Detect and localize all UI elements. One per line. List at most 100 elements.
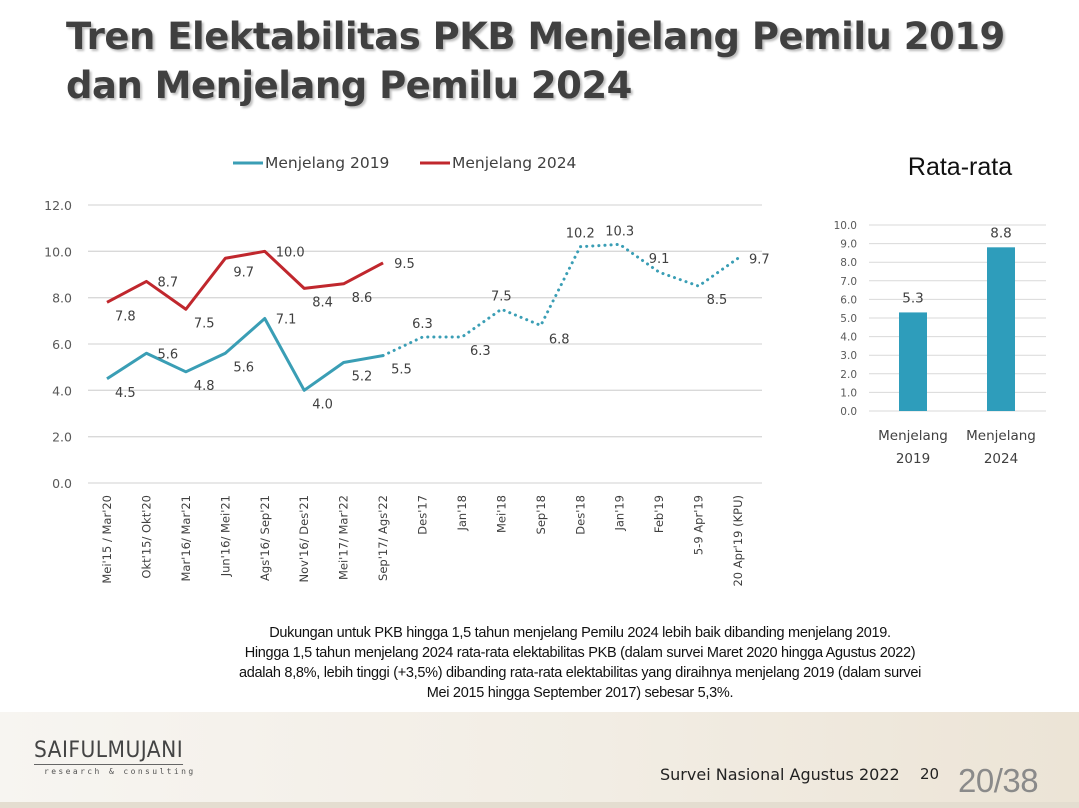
x-tick-label: 20 Apr'19 (KPU) xyxy=(731,495,745,587)
x-tick-label: Sep'17/ Ags'22 xyxy=(376,495,390,581)
page-counter: 20/38 xyxy=(958,762,1039,799)
series-2019-data-label: 5.2 xyxy=(352,370,373,385)
x-tick-label: 5-9 Apr'19 xyxy=(692,495,706,555)
slide-title-line-2: dan Menjelang Pemilu 2024 xyxy=(66,64,632,107)
bar-y-tick-label: 8.0 xyxy=(840,257,857,269)
series-2019-data-label: 7.5 xyxy=(491,289,512,304)
series-2019-data-label: 9.1 xyxy=(649,252,670,267)
bars xyxy=(899,247,1015,411)
bar-x-tick-label: Menjelang xyxy=(878,428,948,444)
y-tick-label: 8.0 xyxy=(52,291,72,306)
x-tick-label: Jun'16/ Mei'21 xyxy=(218,495,232,577)
series-2019-data-label: 7.1 xyxy=(276,313,297,328)
bar-data-label: 8.8 xyxy=(990,225,1011,241)
y-tick-label: 2.0 xyxy=(52,430,72,445)
legend-label: Menjelang 2019 xyxy=(265,154,389,172)
x-tick-label: Feb'19 xyxy=(652,495,666,533)
x-tick-label: Mei'17/ Mar'22 xyxy=(337,495,351,580)
bar-y-tick-label: 2.0 xyxy=(840,369,857,381)
bar-x-axis-ticks: Menjelang 2019 Menjelang 2024 xyxy=(878,428,1036,467)
x-tick-label: Jan'19 xyxy=(613,495,627,532)
x-tick-label: Nov'16/ Des'21 xyxy=(297,495,311,583)
series-2019-data-label: 4.5 xyxy=(115,386,136,401)
logo-tagline: research & consulting xyxy=(44,767,196,776)
x-tick-label: Des'17 xyxy=(416,495,430,535)
series-2024-data-label: 8.6 xyxy=(352,291,373,306)
caption-line: Hingga 1,5 tahun menjelang 2024 rata-rat… xyxy=(244,645,916,661)
bar-y-axis-ticks: 0.0 1.0 2.0 3.0 4.0 5.0 6.0 7.0 8.0 9.0 10.0 xyxy=(834,220,857,418)
series-2019-data-label: 6.8 xyxy=(549,332,570,347)
bar-y-tick-label: 9.0 xyxy=(840,239,857,251)
series-2019-data-label: 4.0 xyxy=(312,397,333,412)
average-bar xyxy=(987,247,1015,411)
caption-line: Mei 2015 hingga September 2017) sebesar … xyxy=(426,685,734,701)
x-tick-label: Jan'18 xyxy=(455,495,469,532)
bar-x-tick-label: 2024 xyxy=(984,451,1018,467)
bar-y-tick-label: 0.0 xyxy=(840,406,857,418)
series-2019-dotted-line xyxy=(381,242,740,358)
series-2024-line xyxy=(106,249,384,311)
y-axis-ticks: 0.0 2.0 4.0 6.0 8.0 10.0 12.0 xyxy=(44,198,72,491)
summary-caption: Dukungan untuk PKB hingga 1,5 tahun menj… xyxy=(120,623,1040,703)
slide-title-line-1: Tren Elektabilitas PKB Menjelang Pemilu … xyxy=(66,15,1005,58)
slide-title: Tren Elektabilitas PKB Menjelang Pemilu … xyxy=(66,12,1056,110)
data-labels: 4.5 5.6 4.8 5.6 7.1 4.0 5.2 5.5 6.3 6.3 7.5 6.8 10.2… xyxy=(115,224,770,412)
series-2019-data-label: 10.2 xyxy=(566,227,595,242)
average-bar xyxy=(899,312,927,411)
y-tick-label: 0.0 xyxy=(52,476,72,491)
company-logo: SAIFULMUJANI research & consulting xyxy=(34,738,196,776)
series-2024-data-label: 9.5 xyxy=(394,257,415,272)
logo-wordmark: SAIFULMUJANI xyxy=(34,738,184,765)
series-2024-data-label: 7.5 xyxy=(194,316,215,331)
series-2024-data-label: 9.7 xyxy=(233,265,254,280)
series-2019-data-label: 4.8 xyxy=(194,379,215,394)
bar-y-tick-label: 6.0 xyxy=(840,294,857,306)
series-2024-data-label: 8.4 xyxy=(312,295,333,310)
bar-y-tick-label: 5.0 xyxy=(840,313,857,325)
caption-line: Dukungan untuk PKB hingga 1,5 tahun menj… xyxy=(269,625,891,641)
series-2019-data-label: 6.3 xyxy=(470,344,491,359)
average-chart-title: Rata-rata xyxy=(907,153,1013,181)
series-2019-data-label: 5.5 xyxy=(391,363,412,378)
average-bar-chart: 0.0 1.0 2.0 3.0 4.0 5.0 6.0 7.0 8.0 9.0 10.0 5.3 8.… xyxy=(834,220,1046,467)
y-tick-label: 10.0 xyxy=(44,244,72,259)
y-gridlines xyxy=(88,204,762,484)
series-2019-solid-line xyxy=(106,317,384,392)
series-2024-data-label: 10.0 xyxy=(276,245,305,260)
bar-y-tick-label: 4.0 xyxy=(840,332,857,344)
x-tick-label: Mei'15 / Mar'20 xyxy=(100,495,114,584)
series-2019-data-label: 10.3 xyxy=(605,224,634,239)
page-number: 20 xyxy=(920,765,940,783)
series-2019-data-label: 5.6 xyxy=(233,360,254,375)
x-tick-label: Mar'16/ Mar'21 xyxy=(179,495,193,582)
y-tick-label: 4.0 xyxy=(52,383,72,398)
x-axis-ticks: Mei'15 / Mar'20 Okt'15/ Okt'20 Mar'16/ Mar… xyxy=(100,495,745,587)
bar-y-tick-label: 3.0 xyxy=(840,350,857,362)
bar-data-labels: 5.3 8.8 xyxy=(902,225,1011,306)
bar-x-tick-label: Menjelang xyxy=(966,428,1036,444)
x-tick-label: Sep'18 xyxy=(534,495,548,534)
x-tick-label: Des'18 xyxy=(573,495,587,535)
bar-y-tick-label: 7.0 xyxy=(840,276,857,288)
series-2019-data-label: 9.7 xyxy=(749,252,770,267)
series-2019-data-label: 8.5 xyxy=(707,293,728,308)
trend-line-chart: Menjelang 2019 Menjelang 2024 0.0 2.0 4.0 6.… xyxy=(44,154,770,587)
y-tick-label: 12.0 xyxy=(44,198,72,213)
bar-gridlines xyxy=(869,224,1046,412)
survey-name: Survei Nasional Agustus 2022 xyxy=(660,765,900,784)
x-tick-label: Ags'16/ Sep'21 xyxy=(258,495,272,581)
x-tick-label: Okt'15/ Okt'20 xyxy=(139,495,153,579)
bar-y-tick-label: 10.0 xyxy=(834,220,857,232)
bar-data-label: 5.3 xyxy=(902,290,923,306)
series-2024-data-label: 8.7 xyxy=(157,275,178,290)
caption-line: adalah 8,8%, lebih tinggi (+3,5%) diband… xyxy=(238,665,922,681)
series-2019-data-label: 6.3 xyxy=(412,317,433,332)
series-lines xyxy=(106,242,740,392)
bar-y-tick-label: 1.0 xyxy=(840,387,857,399)
footer-band xyxy=(0,712,1079,808)
bar-x-tick-label: 2019 xyxy=(896,451,930,467)
chart-legend: Menjelang 2019 Menjelang 2024 xyxy=(233,154,576,172)
series-2024-data-label: 7.8 xyxy=(115,309,136,324)
legend-label: Menjelang 2024 xyxy=(452,154,576,172)
series-2019-data-label: 5.6 xyxy=(157,347,178,362)
